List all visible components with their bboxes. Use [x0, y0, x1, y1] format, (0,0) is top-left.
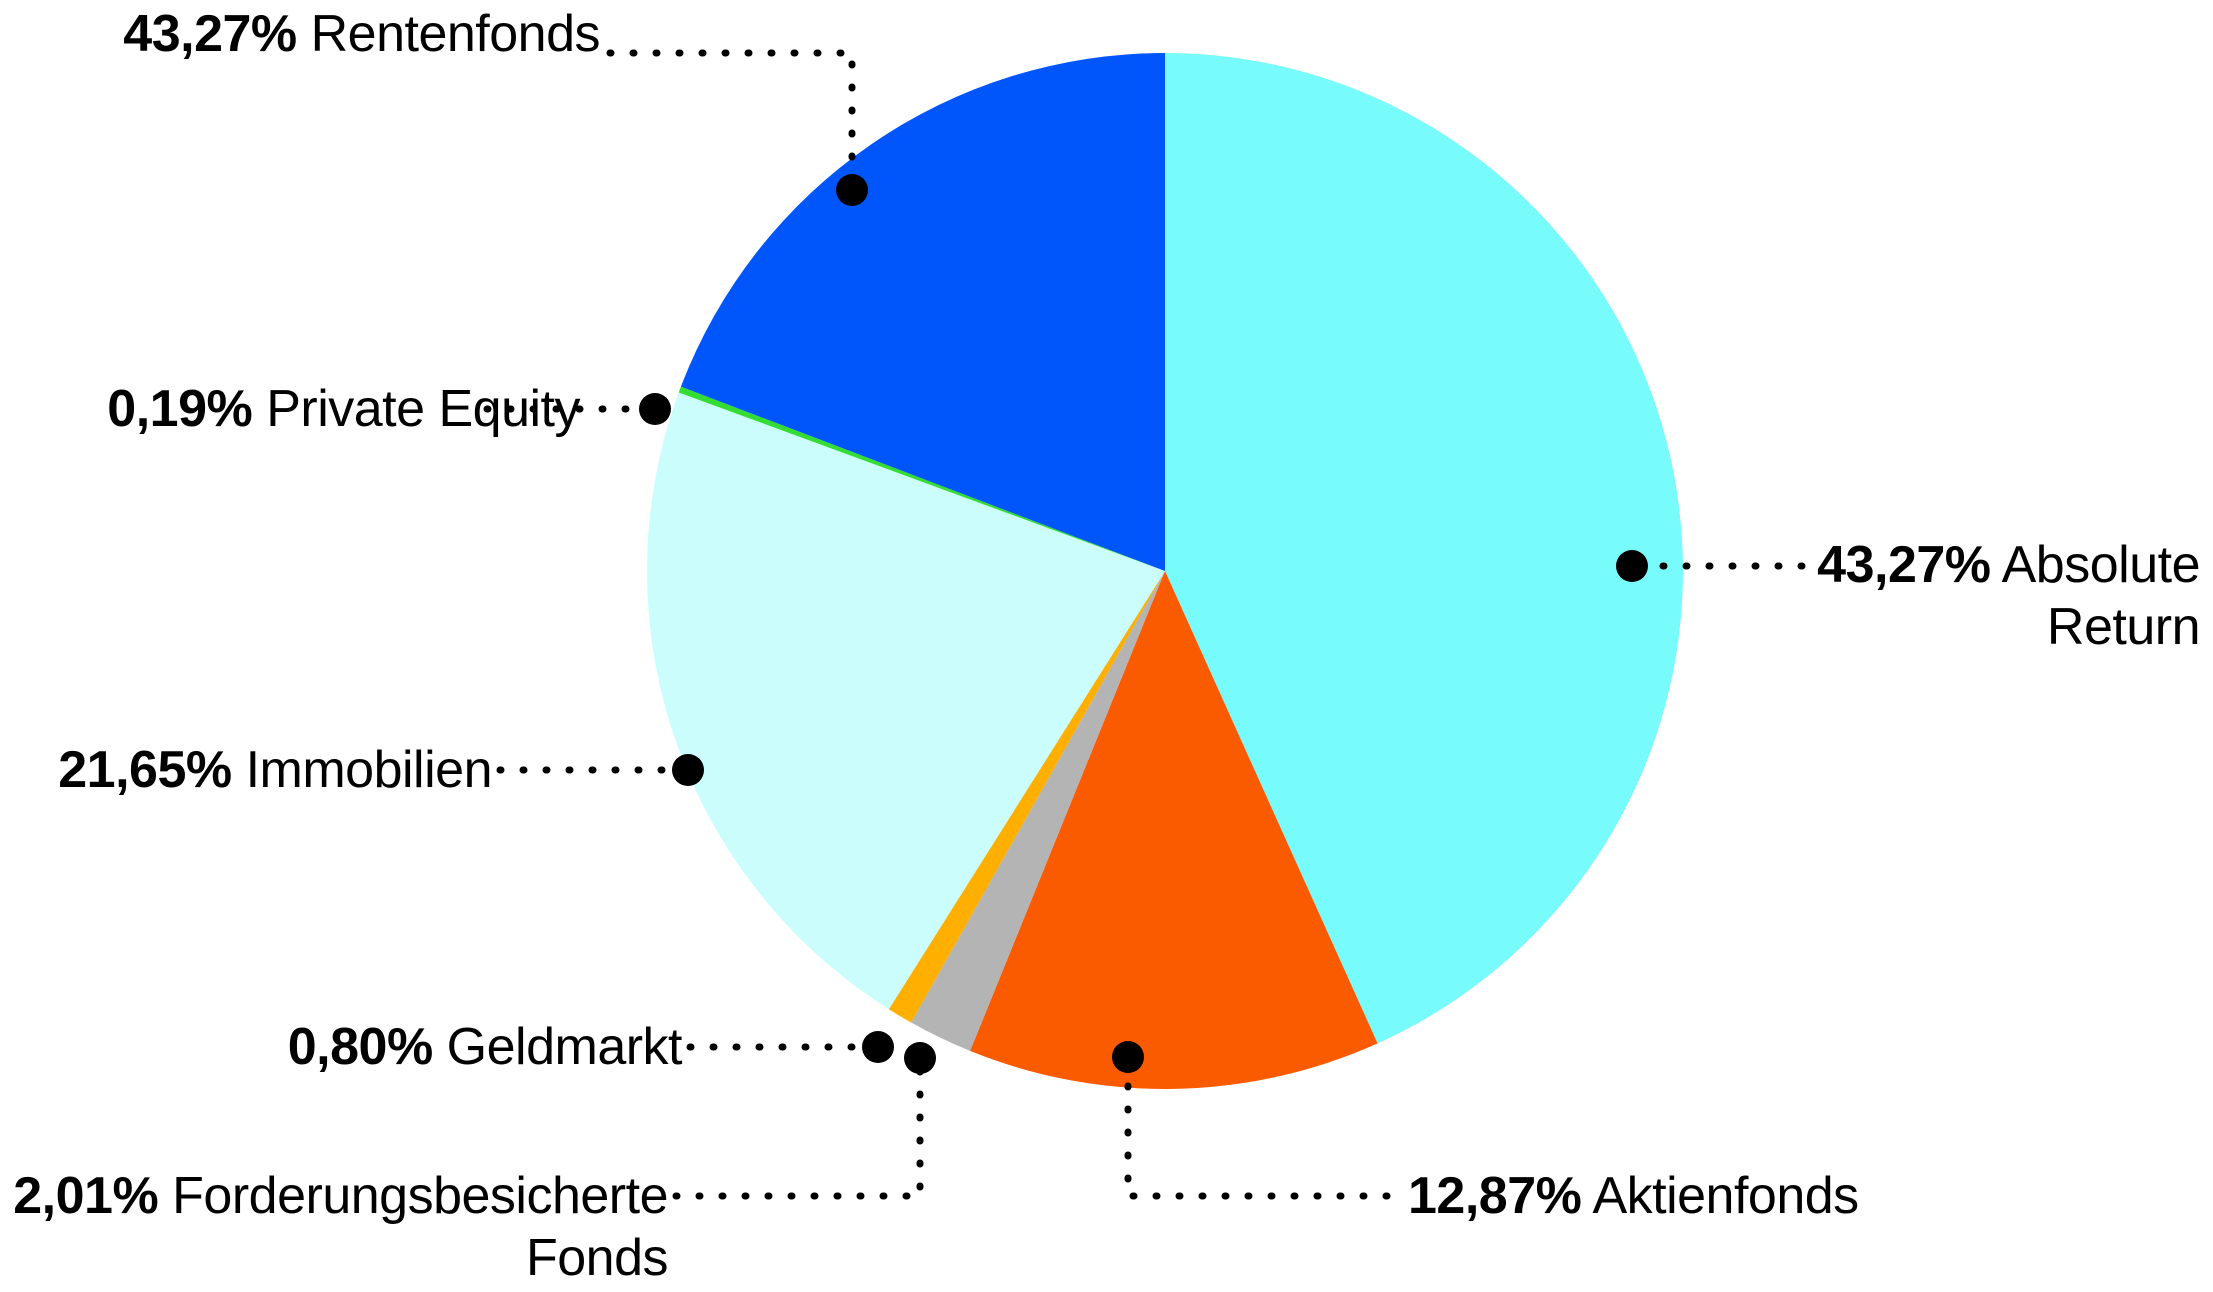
callout-label-geldmarkt: 0,80% Geldmarkt — [0, 1016, 683, 1078]
callout-name-geldmarkt: Geldmarkt — [446, 1018, 683, 1076]
pie-slice-geldmarkt[interactable] — [888, 571, 1165, 1023]
callout-value-rentenfonds: 43,27% — [123, 5, 297, 63]
callout-label-absolute-return: 43,27% Absolute Return — [1540, 534, 2200, 658]
callout-label-rentenfonds: 43,27% Rentenfonds — [0, 3, 600, 65]
callout-name-rentenfonds: Rentenfonds — [310, 5, 601, 63]
dot-forderungsbesicherte — [904, 1042, 936, 1074]
dot-geldmarkt — [862, 1031, 894, 1063]
callout-name-forderungsbesicherte-line1: Forderungsbesicherte — [172, 1167, 668, 1225]
dot-private-equity — [639, 393, 671, 425]
callout-value-private-equity: 0,19% — [107, 380, 253, 438]
pie-slices-group — [647, 53, 1683, 1089]
leader-lines-group — [483, 49, 1814, 1200]
pie-slice-private-equity[interactable] — [678, 386, 1165, 571]
callout-label-aktienfonds: 12,87% Aktienfonds — [1408, 1165, 2108, 1227]
callout-label-forderungsbesicherte: 2,01% Forderungsbesicherte Fonds — [0, 1165, 668, 1289]
callout-name-aktienfonds: Aktienfonds — [1592, 1167, 1859, 1225]
callout-name-forderungsbesicherte-line2: Fonds — [525, 1229, 669, 1287]
pie-slice-aktienfonds[interactable] — [970, 571, 1378, 1089]
leader-line-rentenfonds — [606, 49, 856, 190]
callout-value-geldmarkt: 0,80% — [287, 1018, 433, 1076]
callout-value-aktienfonds: 12,87% — [1408, 1167, 1582, 1225]
pie-slice-absolute-return[interactable] — [1165, 53, 1683, 1044]
callout-label-immobilien: 21,65% Immobilien — [0, 739, 492, 801]
callout-value-forderungsbesicherte: 2,01% — [13, 1167, 159, 1225]
callout-name-private-equity: Private Equity — [266, 380, 580, 438]
dot-immobilien — [672, 754, 704, 786]
callout-value-immobilien: 21,65% — [58, 741, 232, 799]
callout-name-absolute-return-line2: Return — [2046, 598, 2201, 656]
pie-slice-rentenfonds[interactable] — [680, 53, 1165, 571]
dot-aktienfonds — [1112, 1041, 1144, 1073]
callout-label-private-equity: 0,19% Private Equity — [0, 378, 580, 440]
leader-dots-group — [639, 174, 1648, 1074]
dot-absolute-return — [1616, 550, 1648, 582]
pie-slice-immobilien[interactable] — [647, 392, 1165, 1010]
pie-slice-forderungsbesicherte-fonds[interactable] — [911, 571, 1165, 1051]
leader-line-aktienfonds — [1124, 1059, 1394, 1200]
callout-value-absolute-return: 43,27% — [1817, 536, 1991, 594]
callout-name-immobilien: Immobilien — [245, 741, 493, 799]
dot-rentenfonds — [836, 174, 868, 206]
leader-line-forderungsbesicherte — [672, 1062, 924, 1200]
callout-name-absolute-return-line1: Absolute — [2001, 536, 2201, 594]
